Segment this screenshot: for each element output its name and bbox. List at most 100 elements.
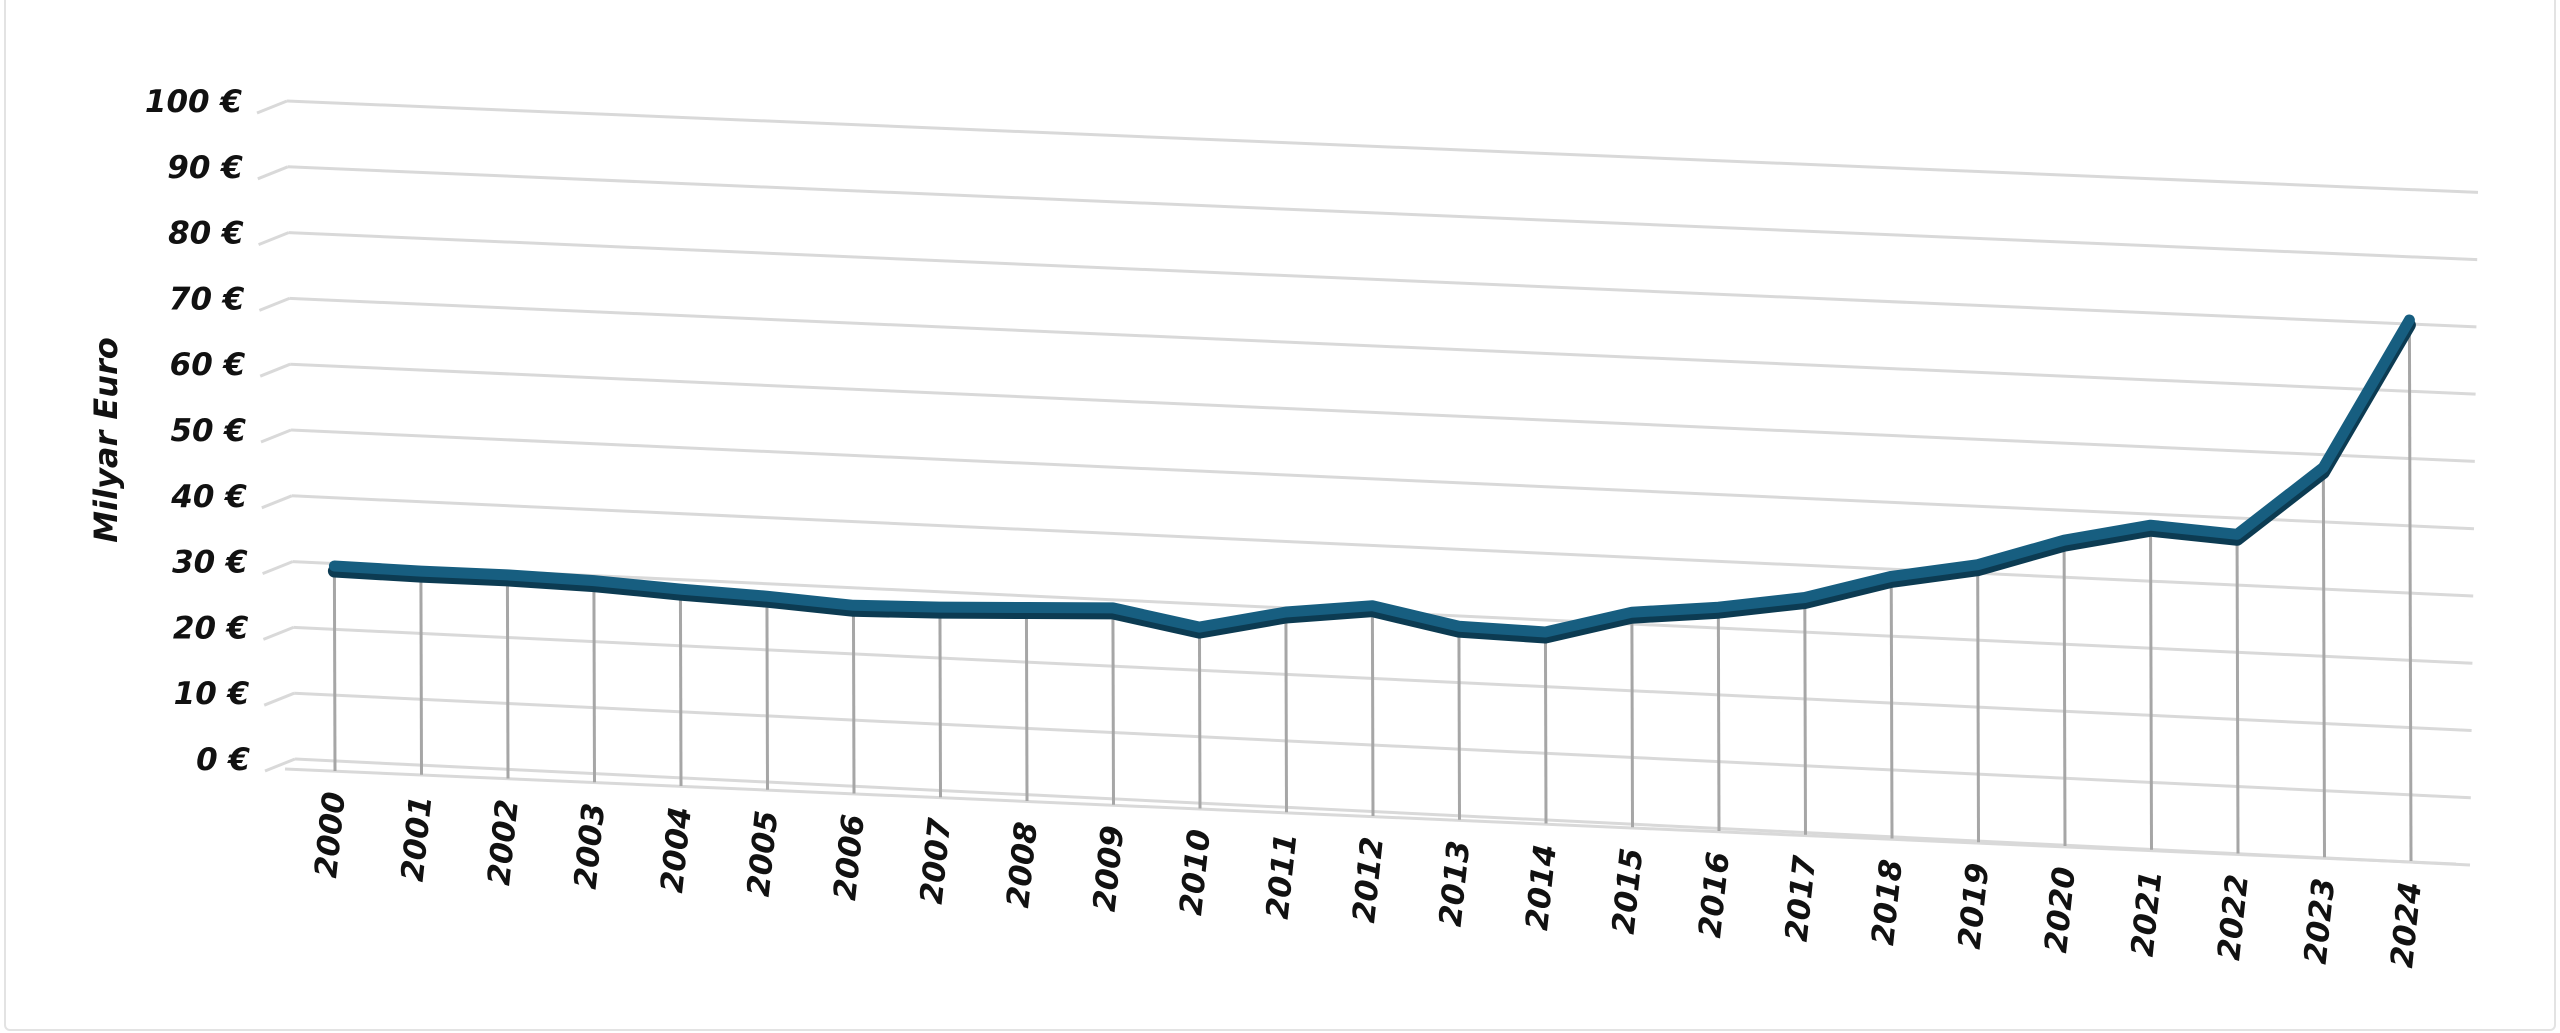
drop-line-2009 xyxy=(1111,607,1115,805)
gridline xyxy=(290,362,2475,463)
gridline xyxy=(291,494,2474,598)
drop-line-2000 xyxy=(332,566,337,772)
drop-line-2014 xyxy=(1543,631,1548,824)
x-tick-label-2003: 2003 xyxy=(568,801,613,891)
data-point-2024 xyxy=(2408,319,2411,322)
data-point-2017 xyxy=(1803,596,1806,599)
x-axis-ticks: 2000 2001 2002 2003 2004 2005 2006 2007 2008 2009… xyxy=(308,790,2429,970)
data-point-2002 xyxy=(506,573,509,576)
x-tick-label-2006: 2006 xyxy=(827,813,872,903)
drop-line-2007 xyxy=(938,607,942,798)
gridlines xyxy=(256,99,2479,867)
data-point-2001 xyxy=(419,570,422,573)
y-tick-label: 40 € xyxy=(170,479,247,515)
drop-line-2013 xyxy=(1457,626,1461,820)
data-point-2018 xyxy=(1890,575,1893,578)
data-point-2010 xyxy=(1198,626,1201,629)
gridline-tick xyxy=(260,428,292,444)
drop-line-2015 xyxy=(1630,612,1634,828)
data-point-2006 xyxy=(852,604,855,607)
y-tick-label: 10 € xyxy=(174,676,250,712)
drop-line-2016 xyxy=(1716,607,1721,832)
gridline-tick xyxy=(258,297,290,312)
y-tick-label: 70 € xyxy=(169,281,245,317)
gridline-tick xyxy=(262,560,294,575)
data-point-2011 xyxy=(1284,610,1287,613)
x-tick-label-2011: 2011 xyxy=(1260,831,1305,921)
drop-line-2023 xyxy=(2321,467,2326,858)
x-tick-label-2018: 2018 xyxy=(1865,858,1910,948)
x-tick-label-2008: 2008 xyxy=(1000,820,1045,910)
y-tick-label: 50 € xyxy=(170,413,246,449)
data-point-2021 xyxy=(2149,524,2152,527)
drop-line-2005 xyxy=(765,596,769,790)
drop-line-2021 xyxy=(2149,525,2153,850)
gridline-tick xyxy=(263,691,295,707)
drop-line-2011 xyxy=(1284,611,1288,813)
series-line xyxy=(327,314,2416,644)
y-axis-ticks: 0 € 10 € 20 € 30 € 40 € 50 € 60 € 70 € 80 € 90 € 1… xyxy=(145,84,251,778)
data-point-2016 xyxy=(1717,606,1720,609)
drop-line-2022 xyxy=(2235,534,2240,854)
data-point-2022 xyxy=(2236,533,2239,536)
gridline xyxy=(288,231,2477,329)
data-point-2009 xyxy=(1111,606,1114,609)
y-tick-label: 80 € xyxy=(168,216,244,252)
y-tick-label: 0 € xyxy=(196,742,250,778)
x-tick-label-2005: 2005 xyxy=(741,809,786,899)
x-tick-label-2016: 2016 xyxy=(1692,850,1737,940)
x-tick-label-2015: 2015 xyxy=(1606,846,1651,936)
gridline-tick xyxy=(259,362,291,378)
x-tick-label-2024: 2024 xyxy=(2384,880,2429,970)
drop-line-2003 xyxy=(592,580,596,783)
drop-line-2010 xyxy=(1197,627,1202,809)
y-tick-label: 100 € xyxy=(145,84,243,120)
x-tick-label-2007: 2007 xyxy=(914,816,959,906)
gridline xyxy=(286,99,2479,194)
drop-line-2004 xyxy=(678,589,683,787)
gridline xyxy=(293,625,2472,732)
drop-line-2020 xyxy=(2062,540,2067,847)
drop-line-2006 xyxy=(851,605,856,794)
gridline xyxy=(290,428,2475,531)
x-tick-label-2017: 2017 xyxy=(1779,853,1824,943)
gridline xyxy=(287,165,2478,262)
data-point-2007 xyxy=(938,606,941,609)
x-tick-label-2023: 2023 xyxy=(2298,876,2343,966)
drop-line-2018 xyxy=(1889,576,1894,839)
x-tick-label-2014: 2014 xyxy=(1519,843,1564,933)
drop-line-2019 xyxy=(1976,564,1980,843)
x-tick-label-2022: 2022 xyxy=(2211,873,2256,963)
data-point-2000 xyxy=(333,565,336,568)
x-axis-line xyxy=(284,767,2457,866)
x-tick-label-2020: 2020 xyxy=(2038,865,2083,955)
x-tick-label-2012: 2012 xyxy=(1346,835,1391,925)
y-tick-label: 20 € xyxy=(173,610,249,646)
x-tick-label-2004: 2004 xyxy=(654,805,699,895)
data-point-2012 xyxy=(1371,604,1374,607)
gridline-tick xyxy=(261,494,293,510)
drop-line-2012 xyxy=(1370,605,1375,817)
data-point-2003 xyxy=(592,579,595,582)
drop-line-2008 xyxy=(1024,607,1029,802)
data-point-2023 xyxy=(2322,466,2325,469)
x-tick-label-2010: 2010 xyxy=(1173,828,1218,918)
data-point-2020 xyxy=(2063,539,2066,542)
x-tick-label-2009: 2009 xyxy=(1087,824,1132,914)
x-tick-label-2013: 2013 xyxy=(1433,839,1478,929)
series-line-path xyxy=(328,314,2415,638)
gridline-tick xyxy=(258,231,290,246)
y-axis-title: Milyar Euro xyxy=(87,337,125,543)
gridline-tick xyxy=(256,99,288,115)
drop-line-2001 xyxy=(419,571,423,775)
gridline xyxy=(294,691,2471,800)
drop-line-2002 xyxy=(505,574,510,779)
y-tick-label: 60 € xyxy=(170,347,246,383)
data-point-2004 xyxy=(679,588,682,591)
drop-lines xyxy=(332,320,2413,862)
data-point-2005 xyxy=(765,595,768,598)
drop-line-2024 xyxy=(2407,320,2413,862)
gridline-tick xyxy=(264,757,296,773)
x-tick-label-2021: 2021 xyxy=(2125,869,2170,959)
